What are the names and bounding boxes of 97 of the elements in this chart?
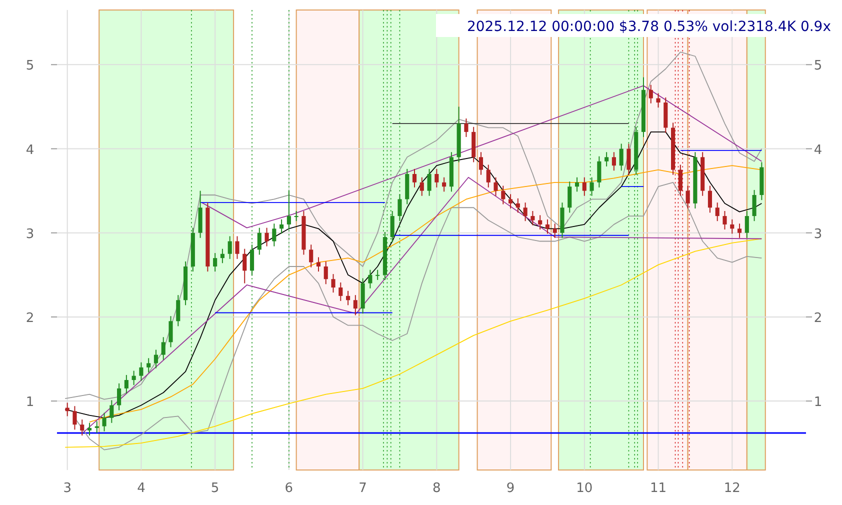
candlestick <box>752 189 756 222</box>
candlestick <box>420 176 424 196</box>
y2-tick-label: 4 <box>814 142 822 158</box>
candlestick <box>722 210 727 230</box>
candlestick <box>280 218 284 234</box>
candlestick <box>272 223 276 247</box>
candlestick <box>117 382 122 411</box>
candlestick <box>161 336 166 360</box>
y-tick-label: 1 <box>26 395 34 410</box>
candlestick <box>324 260 328 285</box>
candlestick <box>501 185 506 205</box>
candlestick <box>508 194 513 209</box>
candlestick <box>213 252 218 272</box>
x-tick-label: 9 <box>506 481 515 496</box>
candlestick <box>286 190 291 230</box>
candlestick <box>478 152 484 176</box>
candlestick <box>464 118 468 138</box>
x-tick-label: 12 <box>724 481 740 496</box>
y2-tick-label: 1 <box>814 395 822 410</box>
candlestick <box>656 92 660 108</box>
candlestick <box>242 248 247 284</box>
candlestick <box>708 185 712 214</box>
candlestick <box>220 248 224 264</box>
candlestick <box>228 236 232 260</box>
candlestick <box>309 244 314 268</box>
candlestick <box>612 152 616 172</box>
line-series <box>201 85 762 228</box>
candlestick <box>368 269 372 289</box>
candlestick <box>316 256 321 272</box>
candlestick <box>737 223 742 238</box>
candlestick <box>434 168 439 188</box>
x-tick-label: 3 <box>63 481 72 496</box>
candlestick <box>574 176 580 192</box>
candlestick <box>516 198 520 214</box>
candlestick <box>154 349 158 369</box>
x-tick-label: 5 <box>210 481 220 496</box>
candlestick <box>110 400 114 424</box>
candlestick <box>176 294 180 327</box>
candlestick <box>730 218 734 234</box>
candlestick <box>132 370 136 386</box>
candlestick <box>442 176 446 192</box>
candlestick <box>72 406 77 430</box>
candlestick <box>331 274 336 294</box>
x-tick-label: 4 <box>137 481 146 496</box>
candlestick <box>398 194 402 222</box>
candlestick <box>486 164 490 188</box>
x-tick-label: 8 <box>432 481 441 496</box>
candlestick <box>545 218 550 234</box>
x-tick-label: 6 <box>284 481 294 496</box>
candlestick <box>124 374 128 394</box>
y2-tick-label: 3 <box>814 226 822 242</box>
candlestick <box>139 362 144 382</box>
candlestick <box>102 412 106 432</box>
line-series <box>64 238 762 448</box>
candlestick <box>427 168 432 196</box>
candlestick <box>235 236 240 260</box>
candlestick <box>87 422 92 436</box>
candlestick <box>744 210 749 238</box>
candlestick <box>338 282 343 302</box>
candlestick <box>686 185 690 209</box>
candlestick <box>530 210 535 226</box>
candlestick <box>626 143 631 176</box>
candlestick <box>523 202 528 222</box>
candlestick <box>648 84 653 104</box>
candlestick <box>590 176 594 196</box>
candlestick <box>604 152 609 167</box>
candlestick <box>552 223 557 238</box>
candlestick <box>494 176 498 196</box>
candlestick <box>146 358 151 373</box>
y-tick-label: 3 <box>26 226 34 242</box>
candlestick <box>678 164 682 196</box>
candlestick <box>346 290 350 306</box>
candlestick <box>568 181 572 214</box>
candlestick <box>353 294 358 316</box>
candlestick <box>582 176 586 196</box>
candlestick <box>168 316 173 348</box>
y2-tick-label: 2 <box>814 310 822 326</box>
candlestick <box>619 143 624 172</box>
candlestick <box>257 227 262 256</box>
x-tick-label: 7 <box>358 481 367 496</box>
y-tick-label: 2 <box>26 310 34 326</box>
candlestick <box>376 269 380 280</box>
x-tick-label: 11 <box>650 481 667 496</box>
candlestick <box>390 210 394 243</box>
candlestick <box>80 419 84 436</box>
text: 2025.12.12 00:00:00 $3.78 0.53% vol:2318.4K 0.9x <box>466 19 831 35</box>
candlestick <box>294 210 298 222</box>
candlestick <box>597 156 602 188</box>
candlestick <box>250 244 254 276</box>
candlestick <box>538 214 542 230</box>
y2-tick-label: 5 <box>814 58 822 74</box>
y-tick-label: 5 <box>26 58 34 74</box>
candlestick <box>264 227 269 247</box>
y-tick-label: 4 <box>26 142 34 158</box>
candlestick <box>412 168 417 188</box>
candlestick <box>715 202 720 222</box>
x-tick-label: 10 <box>576 481 593 496</box>
